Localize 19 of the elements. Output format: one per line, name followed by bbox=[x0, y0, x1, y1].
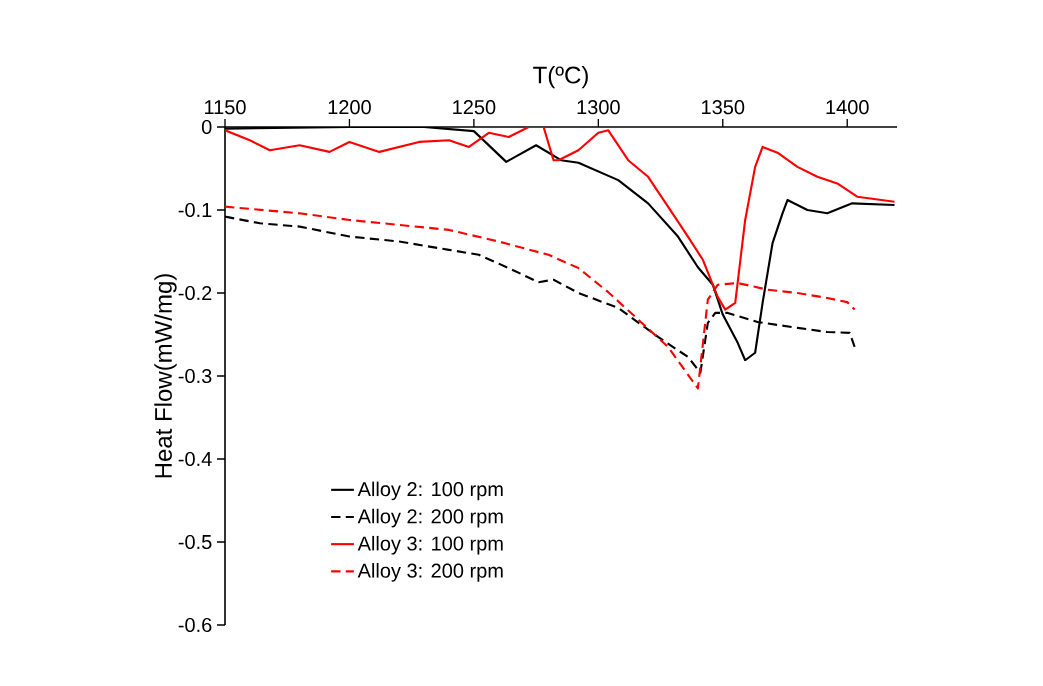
y-tick-label: 0 bbox=[201, 119, 212, 135]
legend-label: Alloy 2: 200 rpm bbox=[357, 508, 503, 528]
legend-label: Alloy 3: 100 rpm bbox=[357, 535, 503, 555]
x-tick-label: 1250 bbox=[453, 100, 496, 115]
y-tick-label: -0.1 bbox=[178, 202, 212, 218]
y-tick-label: -0.3 bbox=[178, 368, 212, 384]
x-tick-label: 1200 bbox=[328, 100, 371, 115]
legend-label: Alloy 3: 200 rpm bbox=[357, 563, 503, 582]
y-tick-label: -0.6 bbox=[178, 617, 212, 633]
y-axis-title: Heat Flow(mW/mg) bbox=[154, 274, 177, 478]
y-tick-label: -0.5 bbox=[178, 534, 212, 550]
x-tick-label: 1300 bbox=[577, 100, 620, 115]
y-tick-label: -0.4 bbox=[178, 451, 212, 467]
y-tick-label: -0.2 bbox=[178, 285, 212, 301]
x-tick-label: 1150 bbox=[205, 100, 246, 115]
x-axis-title: T(ºC) bbox=[533, 65, 588, 89]
legend-label: Alloy 2: 100 rpm bbox=[357, 481, 503, 501]
x-tick-label: 1350 bbox=[702, 100, 745, 115]
x-tick-label: 1400 bbox=[826, 100, 869, 115]
